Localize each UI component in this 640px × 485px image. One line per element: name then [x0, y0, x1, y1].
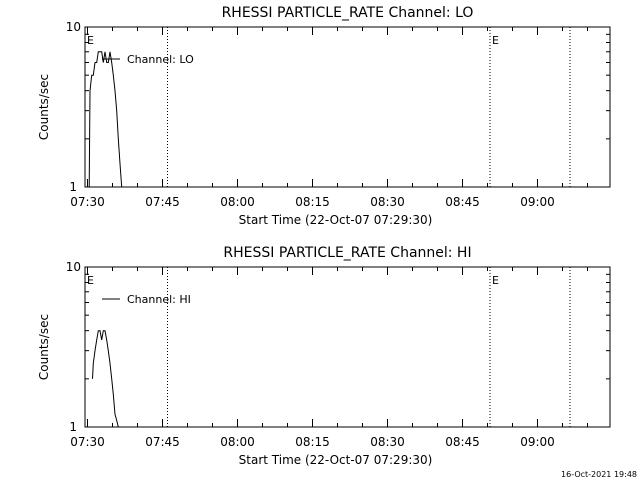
x-tick-label: 07:45	[145, 195, 180, 209]
y-axis-label: Counts/sec	[37, 314, 51, 380]
y-tick-label: 1	[69, 180, 77, 194]
x-tick-label: 07:30	[70, 195, 105, 209]
charts-layer: RHESSI PARTICLE_RATE Channel: LO Start Ti…	[37, 5, 611, 467]
y-tick-label: 10	[66, 260, 81, 274]
x-tick-label: 08:30	[370, 195, 405, 209]
x-tick-label: 08:45	[445, 435, 480, 449]
y-tick-label: 1	[69, 420, 77, 434]
event-marker-label: E	[87, 274, 94, 287]
x-tick-label: 08:45	[445, 195, 480, 209]
event-marker-label: E	[492, 34, 499, 47]
y-tick-label: 10	[66, 20, 81, 34]
x-tick-label: 09:00	[520, 435, 555, 449]
event-marker-label: E	[492, 274, 499, 287]
legend-label: Channel: LO	[127, 53, 194, 66]
x-tick-label: 08:00	[220, 435, 255, 449]
series-line	[92, 330, 120, 428]
chart-panel: RHESSI PARTICLE_RATE Channel: HI Start Ti…	[37, 245, 611, 467]
chart-panel: RHESSI PARTICLE_RATE Channel: LO Start Ti…	[37, 5, 611, 227]
chart-title: RHESSI PARTICLE_RATE Channel: HI	[223, 245, 471, 261]
x-axis-label: Start Time (22-Oct-07 07:29:30)	[239, 213, 433, 227]
x-tick-label: 08:15	[295, 435, 330, 449]
x-tick-label: 08:00	[220, 195, 255, 209]
legend-label: Channel: HI	[127, 293, 191, 306]
x-tick-label: 07:30	[70, 435, 105, 449]
chart-title: RHESSI PARTICLE_RATE Channel: LO	[222, 5, 474, 21]
x-tick-label: 08:30	[370, 435, 405, 449]
x-tick-label: 08:15	[295, 195, 330, 209]
event-marker-label: E	[87, 34, 94, 47]
x-axis-label: Start Time (22-Oct-07 07:29:30)	[239, 453, 433, 467]
x-tick-label: 07:45	[145, 435, 180, 449]
plot-frame	[84, 266, 611, 428]
series-line	[88, 51, 123, 188]
footer-timestamp: 16-Oct-2021 19:48	[561, 470, 637, 479]
plot-frame	[84, 26, 611, 188]
x-tick-label: 09:00	[520, 195, 555, 209]
y-axis-label: Counts/sec	[37, 74, 51, 140]
